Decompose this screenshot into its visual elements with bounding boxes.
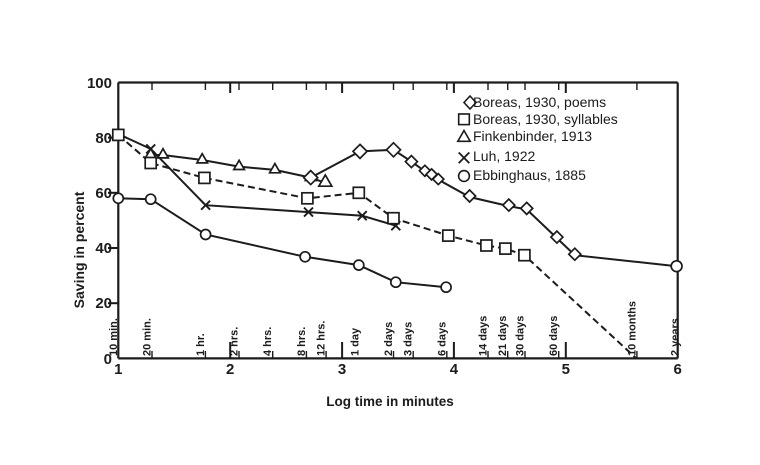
svg-text:Ebbinghaus, 1885: Ebbinghaus, 1885 (473, 167, 586, 183)
svg-text:2 hrs.: 2 hrs. (229, 327, 241, 356)
svg-text:3: 3 (338, 361, 346, 378)
svg-text:2: 2 (226, 361, 234, 378)
svg-text:6 days: 6 days (436, 322, 448, 356)
svg-text:Log time in minutes: Log time in minutes (326, 394, 454, 409)
svg-text:100: 100 (87, 75, 112, 92)
svg-text:80: 80 (95, 130, 112, 147)
svg-text:4 hrs.: 4 hrs. (262, 327, 274, 356)
svg-text:Saving in percent: Saving in percent (71, 191, 87, 308)
svg-text:21 days: 21 days (497, 316, 509, 356)
svg-text:Luh, 1922: Luh, 1922 (473, 148, 535, 164)
svg-text:20 min.: 20 min. (142, 318, 154, 356)
svg-text:10 months: 10 months (626, 301, 638, 356)
svg-text:12 hrs.: 12 hrs. (316, 321, 328, 356)
svg-text:60 days: 60 days (548, 316, 560, 356)
svg-text:14 days: 14 days (478, 316, 490, 356)
svg-text:30 days: 30 days (515, 316, 527, 356)
svg-text:2 days: 2 days (383, 322, 395, 356)
svg-text:8 hrs.: 8 hrs. (296, 327, 308, 356)
svg-text:4: 4 (450, 361, 459, 378)
svg-text:10 min.: 10 min. (108, 318, 120, 356)
svg-text:3 days: 3 days (403, 322, 415, 356)
svg-text:40: 40 (95, 240, 112, 257)
svg-text:Boreas, 1930, syllables: Boreas, 1930, syllables (473, 111, 618, 127)
svg-text:5: 5 (562, 361, 570, 378)
svg-text:1 hr.: 1 hr. (195, 333, 207, 356)
svg-text:60: 60 (95, 185, 112, 202)
svg-text:Boreas, 1930, poems: Boreas, 1930, poems (473, 94, 606, 110)
svg-text:2 years: 2 years (670, 318, 682, 356)
svg-text:6: 6 (674, 361, 682, 378)
svg-text:1 day: 1 day (349, 327, 361, 356)
svg-text:Finkenbinder, 1913: Finkenbinder, 1913 (473, 128, 592, 144)
svg-text:20: 20 (95, 295, 112, 312)
svg-text:1: 1 (114, 361, 122, 378)
